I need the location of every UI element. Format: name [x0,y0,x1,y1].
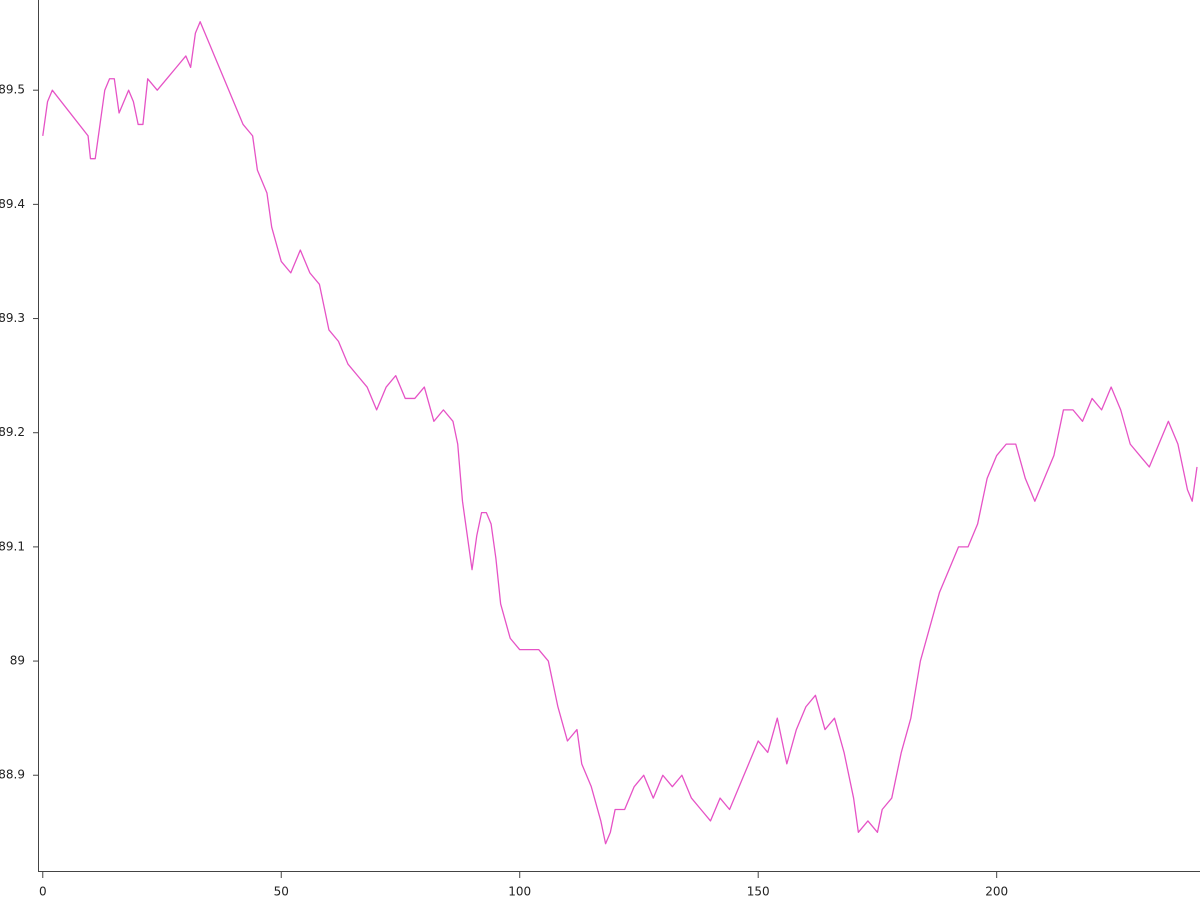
y-tick-label: 89.5 [0,83,25,97]
x-tick-label: 100 [508,885,531,899]
x-tick-label: 50 [274,885,289,899]
y-tick-label: 89.3 [0,311,25,325]
y-tick-label: 89.4 [0,197,25,211]
x-tick-label: 200 [985,885,1008,899]
line [42,21,1198,845]
x-tick-label: 150 [747,885,770,899]
y-tick-label: 89 [10,654,25,668]
x-tick-label: 0 [39,885,47,899]
y-tick-label: 88.9 [0,768,25,782]
y-tick-label: 89.2 [0,425,25,439]
y-tick-label: 89.1 [0,539,25,553]
